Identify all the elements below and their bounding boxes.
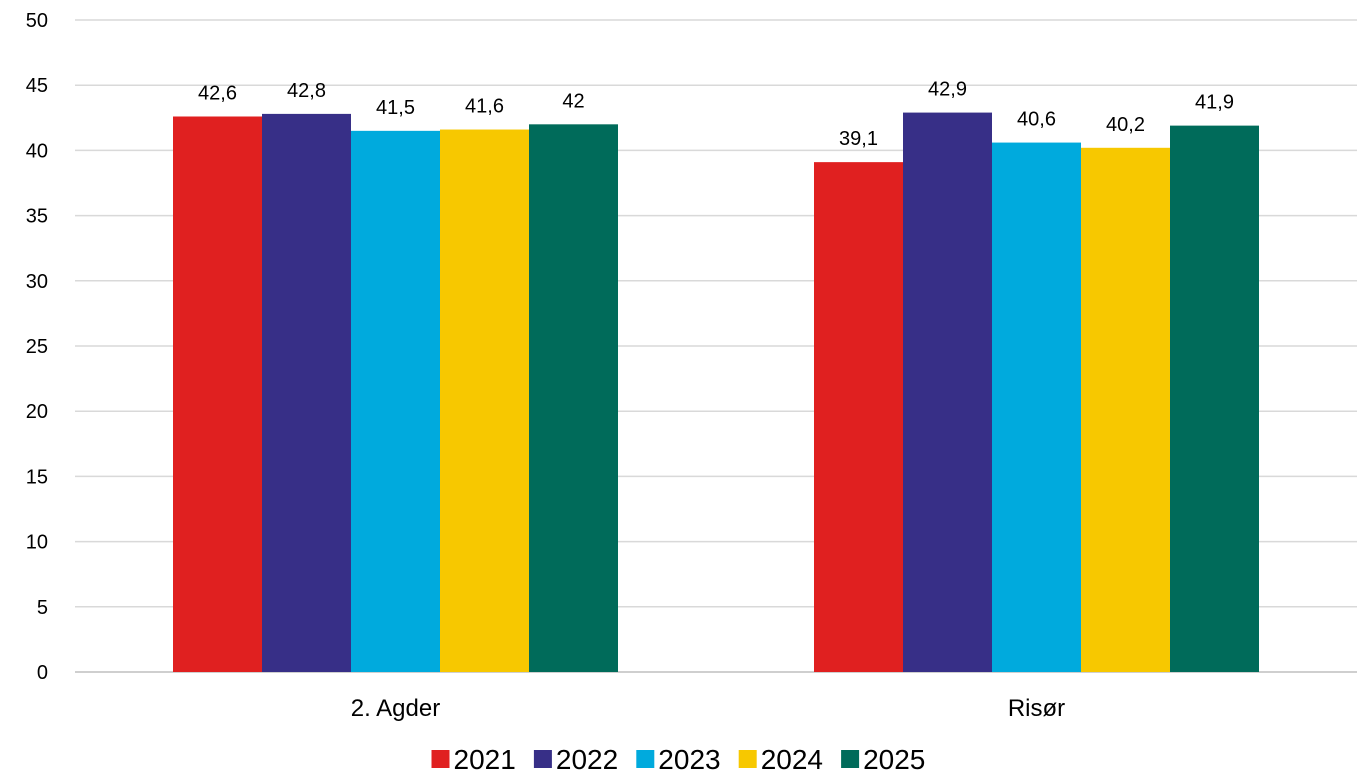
y-tick-label: 25 xyxy=(26,336,48,358)
bars xyxy=(173,112,1259,673)
data-label: 42,8 xyxy=(287,80,326,102)
bar-2021 xyxy=(173,116,262,673)
y-tick-label: 15 xyxy=(26,466,48,488)
bar-2025 xyxy=(529,124,618,672)
x-axis-categories: 2. Agder Risør xyxy=(351,695,1065,722)
bar-2023 xyxy=(992,142,1081,673)
y-tick-label: 40 xyxy=(26,140,48,162)
y-tick-label: 0 xyxy=(37,662,48,684)
y-tick-label: 35 xyxy=(26,206,48,228)
data-label: 41,5 xyxy=(376,97,415,119)
category-label: 2. Agder xyxy=(351,695,440,722)
legend-swatch xyxy=(431,750,450,768)
y-tick-label: 20 xyxy=(26,401,48,423)
bar-2021 xyxy=(814,162,903,673)
legend-swatch xyxy=(636,750,655,768)
bar-2025 xyxy=(1170,125,1259,672)
legend-label: 2024 xyxy=(761,744,823,775)
legend-label: 2022 xyxy=(556,744,618,775)
data-label: 42,9 xyxy=(928,79,967,101)
bar-2022 xyxy=(262,113,351,672)
data-label: 40,6 xyxy=(1017,109,1056,131)
bar-2024 xyxy=(440,129,529,672)
y-tick-label: 10 xyxy=(26,532,48,554)
legend-label: 2021 xyxy=(454,744,516,775)
legend-swatch xyxy=(738,750,757,768)
legend-label: 2023 xyxy=(658,744,720,775)
legend-label: 2025 xyxy=(863,744,925,775)
y-tick-label: 30 xyxy=(26,271,48,293)
bar-2022 xyxy=(903,112,992,673)
data-labels: 42,6 42,8 41,5 41,6 42 39,1 42,9 40,6 40,2 41,9 xyxy=(198,79,1234,151)
data-label: 39,1 xyxy=(839,128,878,150)
legend: 2021 2022 2023 2024 2025 xyxy=(431,744,925,775)
y-tick-label: 45 xyxy=(26,75,48,97)
bar-2024 xyxy=(1081,147,1170,673)
y-axis-ticks: 0 5 10 15 20 25 30 35 40 45 50 xyxy=(26,10,48,684)
data-label: 41,6 xyxy=(465,96,504,118)
data-label: 42 xyxy=(562,90,584,112)
data-label: 40,2 xyxy=(1106,114,1145,136)
legend-swatch xyxy=(841,750,860,768)
data-label: 41,9 xyxy=(1195,92,1234,114)
y-tick-label: 50 xyxy=(26,10,48,32)
category-label: Risør xyxy=(1008,695,1065,722)
y-tick-label: 5 xyxy=(37,597,48,619)
bar-2023 xyxy=(351,130,440,673)
data-label: 42,6 xyxy=(198,82,237,104)
legend-swatch xyxy=(533,750,552,768)
